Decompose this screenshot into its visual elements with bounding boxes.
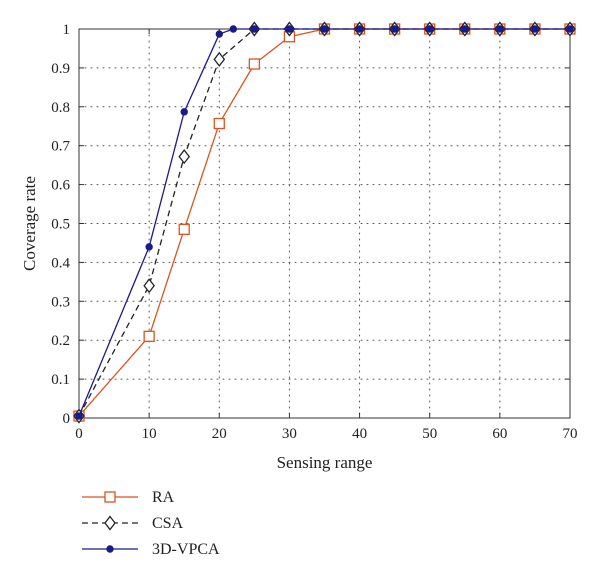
legend-label: 3D-VPCA [152,541,220,558]
data-point [75,412,83,420]
data-point [213,51,226,67]
data-point [531,25,539,33]
data-point [229,25,238,33]
y-tick-label: 0.3 [51,294,70,310]
data-point [355,25,364,33]
data-point [390,25,399,33]
grid-lines [78,28,571,419]
data-point [143,330,155,342]
data-point [285,25,294,33]
legend-label: CSA [152,515,184,532]
x-tick-label: 0 [75,426,83,442]
data-point [145,243,153,251]
data-point [250,25,259,33]
legend: RA CSA 3D-VPCA [82,489,220,558]
y-tick-label: 0.7 [51,139,70,155]
data-point [213,117,225,130]
data-point [178,149,191,165]
x-tick-label: 70 [563,426,578,442]
series-line [78,28,570,417]
y-axis-label: Coverage rate [20,176,39,271]
y-tick-label: 0.6 [51,178,70,194]
data-point [248,58,261,70]
x-tick-label: 20 [212,426,227,442]
x-tick-label: 50 [422,426,437,442]
data-point [178,223,190,235]
x-tick-label: 10 [142,426,157,442]
y-tick-label: 0.2 [51,333,70,349]
y-tick-label: 0.1 [51,372,70,388]
y-tick-label: 0.8 [51,100,70,116]
y-tick-label: 0.5 [51,217,70,233]
data-point [215,30,223,38]
series-3d-vpca [75,25,574,420]
y-tick-label: 0.9 [51,61,70,77]
legend-marker [104,491,116,503]
data-point [320,25,329,33]
data-point [426,25,434,33]
series-line [78,28,570,417]
x-tick-label: 60 [492,426,507,442]
legend-item: RA [82,489,175,506]
x-tick-label: 40 [352,426,367,442]
data-point [143,278,155,294]
legend-item: 3D-VPCA [82,541,220,558]
y-tick-label: 0.4 [51,255,70,271]
x-tick-label: 30 [282,426,297,442]
data-point [180,108,188,116]
series-line [78,28,570,417]
axis-ticks: 0 10 20 30 40 50 60 70 0 0.1 0.2 0.3 0.4 0.5 0.6 0.7 0.8… [51,22,577,442]
y-tick-label: 1 [63,22,71,38]
legend-marker [104,515,116,531]
legend-marker [106,545,114,553]
x-axis-label: Sensing range [277,453,373,472]
data-point [566,25,574,33]
data-point [496,25,504,33]
legend-item: CSA [82,515,184,532]
data-point [461,25,469,33]
y-tick-label: 0 [63,411,71,427]
legend-label: RA [152,489,175,506]
series-layer [73,21,576,424]
